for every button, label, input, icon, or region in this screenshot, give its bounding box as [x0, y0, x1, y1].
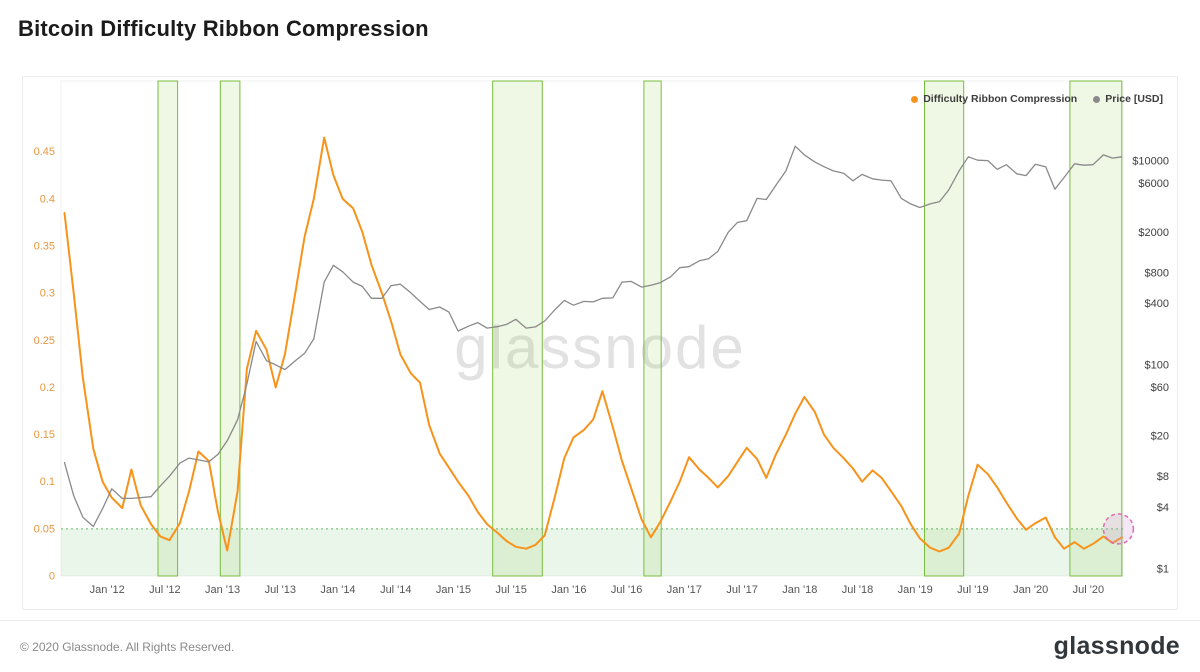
y-left-tick-label: 0 — [49, 571, 55, 583]
y-left-tick-label: 0.3 — [40, 288, 55, 300]
page-title: Bitcoin Difficulty Ribbon Compression — [18, 16, 429, 41]
y-right-tick-label: $400 — [1145, 298, 1169, 310]
footer-copyright: © 2020 Glassnode. All Rights Reserved. — [20, 639, 235, 654]
legend-label-price: Price [USD] — [1105, 93, 1163, 105]
x-tick-label: Jul '12 — [149, 584, 180, 596]
legend-item-price[interactable]: Price [USD] — [1093, 93, 1163, 105]
legend-item-compression[interactable]: Difficulty Ribbon Compression — [911, 93, 1077, 105]
x-tick-label: Jan '20 — [1013, 584, 1048, 596]
legend-dot-price-icon — [1093, 95, 1101, 103]
x-tick-label: Jul '16 — [611, 584, 642, 596]
x-tick-label: Jul '17 — [726, 584, 757, 596]
y-left-tick-label: 0.2 — [40, 382, 55, 394]
y-right-tick-label: $4 — [1157, 502, 1169, 514]
y-left-tick-label: 0.25 — [34, 335, 55, 347]
highlight-band — [492, 80, 543, 577]
y-right-tick-label: $6000 — [1138, 178, 1169, 190]
y-right-tick-label: $10000 — [1132, 156, 1169, 168]
plot-border — [60, 80, 1124, 577]
chart-legend: Difficulty Ribbon Compression Price [USD… — [911, 93, 1163, 105]
highlight-band — [157, 80, 179, 577]
series-price — [63, 145, 1123, 528]
y-right-tick-label: $1 — [1157, 563, 1169, 575]
y-left-tick-label: 0.4 — [40, 193, 55, 205]
footer-logo[interactable]: glassnode — [1053, 632, 1180, 660]
y-right-tick-label: $8 — [1157, 471, 1169, 483]
chart-plot[interactable]: 0 0.05 0.1 0.15 0.2 0.25 0.3 0.35 0.4 0.45 $1 $4 $8 $… — [23, 77, 1177, 609]
highlight-band — [924, 80, 965, 577]
current-point-marker — [1102, 513, 1135, 545]
y-left-tick-label: 0.1 — [40, 476, 55, 488]
y-right-tick-label: $60 — [1151, 382, 1169, 394]
x-tick-label: Jan '18 — [782, 584, 817, 596]
x-tick-label: Jan '12 — [90, 584, 125, 596]
y-left-tick-label: 0.35 — [34, 241, 55, 253]
x-tick-label: Jul '19 — [957, 584, 988, 596]
y-left-tick-label: 0.15 — [34, 429, 55, 441]
x-tick-label: Jul '18 — [842, 584, 873, 596]
highlight-band — [1069, 80, 1123, 577]
threshold-zone — [61, 528, 1123, 576]
y-right-tick-label: $20 — [1151, 431, 1169, 443]
x-tick-label: Jul '13 — [265, 584, 296, 596]
legend-label-compression: Difficulty Ribbon Compression — [923, 93, 1078, 105]
x-tick-label: Jul '14 — [380, 584, 411, 596]
x-tick-label: Jul '15 — [495, 584, 526, 596]
y-right-tick-label: $800 — [1145, 267, 1169, 279]
x-tick-label: Jan '16 — [551, 584, 586, 596]
chart-card: glassnode Difficulty Ribbon Compression … — [22, 76, 1178, 610]
x-tick-label: Jan '13 — [205, 584, 240, 596]
y-right-tick-label: $2000 — [1138, 227, 1169, 239]
x-tick-label: Jan '14 — [320, 584, 355, 596]
highlight-band — [643, 80, 662, 577]
y-right-tick-label: $100 — [1145, 359, 1169, 371]
highlight-band — [219, 80, 241, 577]
y-left-tick-label: 0.05 — [34, 523, 55, 535]
series-compression — [63, 136, 1123, 553]
x-tick-label: Jan '15 — [436, 584, 471, 596]
legend-dot-compression-icon — [911, 95, 919, 103]
footer: © 2020 Glassnode. All Rights Reserved. g… — [0, 620, 1200, 672]
x-tick-label: Jul '20 — [1073, 584, 1104, 596]
x-tick-label: Jan '19 — [898, 584, 933, 596]
y-left-tick-label: 0.45 — [34, 146, 55, 158]
x-tick-label: Jan '17 — [667, 584, 702, 596]
